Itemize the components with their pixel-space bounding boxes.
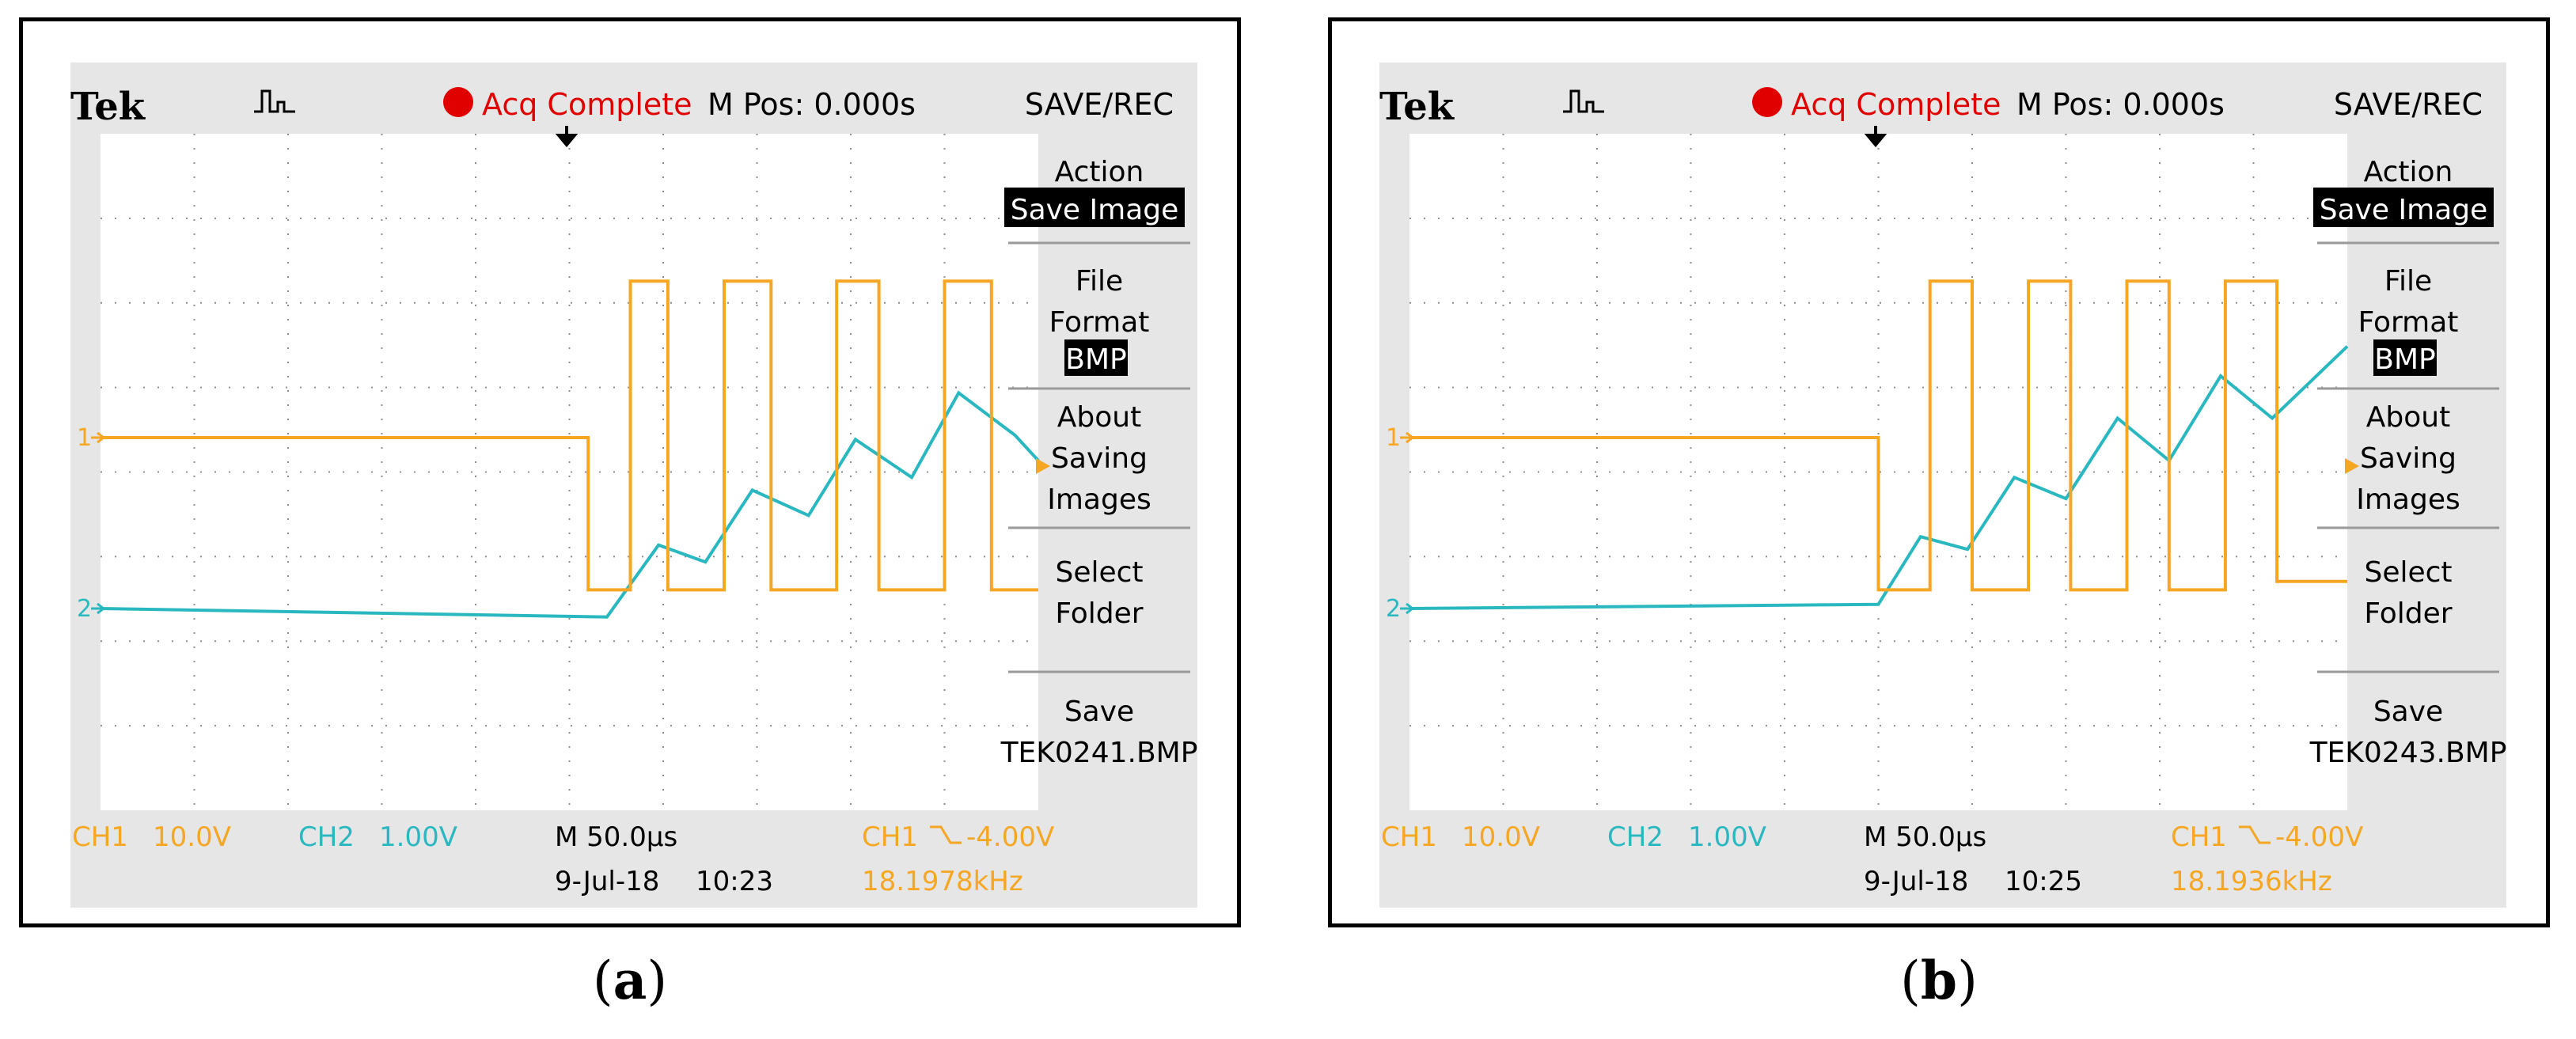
ch1-scale: 10.0V [153,821,231,853]
ch1-marker-label: 1 [1386,424,1401,452]
ch2-marker-label: 2 [77,595,92,623]
menu-about-2[interactable]: Saving [2360,442,2456,475]
menu-save-2[interactable]: TEK0243.BMP [2309,737,2506,769]
menu-format-label: Format [1049,306,1150,339]
menu-about-1[interactable]: About [1057,401,1141,434]
trigger-source: CH1 [2171,821,2227,853]
trigger-position-icon [555,126,579,148]
trigger-waveform-icon [254,89,295,113]
trigger-level: -4.00V [966,821,1054,853]
m-pos-readout: M Pos: 0.000s [708,87,916,122]
menu-select-1[interactable]: Select [1055,556,1143,589]
ch1-footer-label: CH1 [1381,821,1437,853]
trigger-source: CH1 [862,821,918,853]
date-readout: 9-Jul-18 [555,866,659,897]
scope-display: Tek Acq Complete M Pos: 0.000s SAVE/REC … [1379,85,2506,897]
ch2-scale: 1.00V [379,821,457,853]
graticule-screen [101,134,1038,810]
oscilloscope-screen: Tek Acq Complete M Pos: 0.000s SAVE/REC … [1379,63,2506,908]
scope-display: Tek Acq Complete M Pos: 0.000s SAVE/REC … [70,85,1197,897]
trigger-level-icon [2345,458,2359,474]
format-value-box[interactable] [2373,339,2437,376]
ch2-trace [100,390,1040,619]
menu-about-3[interactable]: Images [2356,483,2460,516]
trigger-waveform-icon [1563,89,1604,113]
brand-label: Tek [1379,85,1455,129]
ch2-footer-label: CH2 [298,821,355,853]
time-readout: 10:23 [696,866,773,897]
ch1-marker-label: 1 [77,424,92,452]
falling-edge-icon [930,825,962,844]
menu-file-label: File [2384,265,2432,298]
frequency-readout: 18.1978kHz [862,866,1023,897]
date-readout: 9-Jul-18 [1864,866,1968,897]
falling-edge-icon [2239,825,2271,844]
ch1-scale: 10.0V [1462,821,1540,853]
menu-action-value[interactable]: Save Image [2320,194,2488,226]
action-value-box[interactable] [2313,188,2494,227]
menu-action-value[interactable]: Save Image [1011,194,1179,226]
menu-format-value[interactable]: BMP [1065,343,1126,376]
trigger-level-icon [1036,458,1050,474]
menu-format-label: Format [2358,306,2459,339]
ch2-marker-icon [91,602,106,615]
menu-save-1[interactable]: Save [2373,696,2443,728]
menu-select-1[interactable]: Select [2364,556,2452,589]
menu-about-1[interactable]: About [2366,401,2450,434]
menu-title[interactable]: SAVE/REC [1025,87,1174,122]
brand-label: Tek [70,85,146,129]
menu-save-1[interactable]: Save [1064,696,1134,728]
ch2-marker-icon [1400,602,1415,615]
ch1-marker-icon [1400,431,1415,444]
m-pos-readout: M Pos: 0.000s [2016,87,2225,122]
menu-select-2[interactable]: Folder [2364,597,2452,630]
time-readout: 10:25 [2005,866,2082,897]
menu-action-label: Action [1055,156,1144,188]
action-value-box[interactable] [1004,188,1185,227]
trigger-level: -4.00V [2275,821,2363,853]
record-dot-icon [1752,87,1782,117]
format-value-box[interactable] [1064,339,1128,376]
menu-save-2[interactable]: TEK0241.BMP [1000,737,1197,769]
ch1-footer-label: CH1 [72,821,128,853]
menu-action-label: Action [2364,156,2453,188]
panel-b-frame: Tek Acq Complete M Pos: 0.000s SAVE/REC … [1328,17,2550,927]
panel-a-frame: Tek Acq Complete M Pos: 0.000s SAVE/REC … [19,17,1241,927]
acq-status: Acq Complete [1791,87,2001,122]
ch1-marker-icon [91,431,106,444]
ch1-trace [1409,279,2347,592]
menu-about-2[interactable]: Saving [1051,442,1148,475]
frequency-readout: 18.1936kHz [2171,866,2332,897]
menu-select-2[interactable]: Folder [1055,597,1143,630]
menu-about-3[interactable]: Images [1047,483,1151,516]
timebase: M 50.0μs [1864,821,1986,853]
timebase: M 50.0μs [555,821,677,853]
ch2-trace [1409,345,2349,610]
ch1-trace [101,279,1038,592]
menu-format-value[interactable]: BMP [2374,343,2435,376]
menu-title[interactable]: SAVE/REC [2334,87,2483,122]
ch2-scale: 1.00V [1688,821,1766,853]
caption-b: (b) [1900,950,1978,1011]
record-dot-icon [443,87,473,117]
menu-file-label: File [1076,265,1123,298]
caption-a: (a) [592,950,668,1011]
trigger-position-icon [1864,126,1887,148]
ch2-marker-label: 2 [1386,595,1401,623]
oscilloscope-screen: Tek Acq Complete M Pos: 0.000s SAVE/REC … [70,63,1197,908]
ch2-footer-label: CH2 [1607,821,1664,853]
acq-status: Acq Complete [482,87,692,122]
